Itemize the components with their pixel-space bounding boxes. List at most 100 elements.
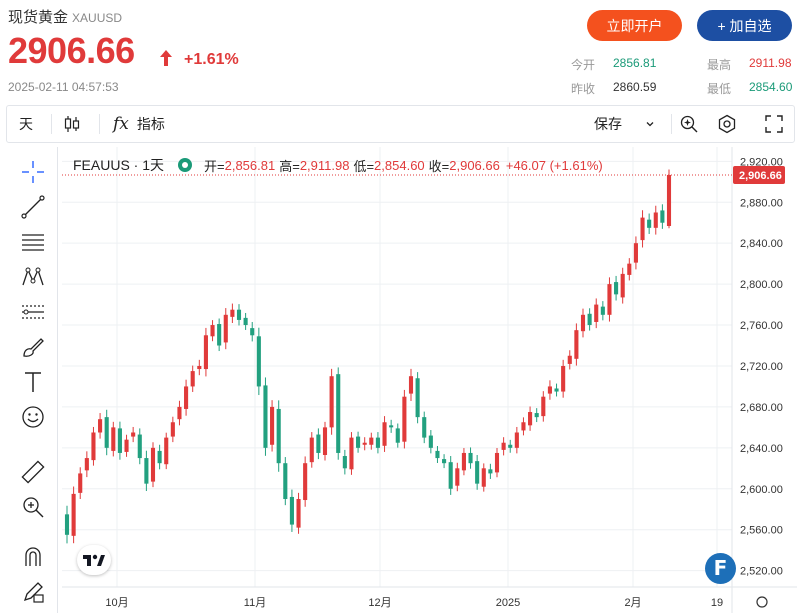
open-value: 2856.81 (613, 56, 657, 70)
legend-high-value: 2,911.98 (299, 157, 350, 173)
save-button[interactable]: 保存 (594, 106, 656, 142)
last-price-label: 2,906.66 (739, 170, 782, 182)
quick-search-button[interactable] (679, 106, 699, 142)
pattern-icon[interactable] (20, 264, 46, 290)
price-chart[interactable]: 2,920.00 2,880.00 2,840.00 2,800.00 2,760.00… (62, 147, 797, 613)
candle-style-button[interactable] (63, 106, 81, 142)
candle-body (541, 396, 546, 417)
candle-body (428, 435, 433, 448)
candle-body (150, 447, 156, 482)
candle-body (554, 388, 559, 392)
candle-body (547, 386, 552, 394)
drawing-tools-sidebar (6, 147, 58, 613)
magnet-icon[interactable] (20, 544, 46, 570)
candle-body (217, 324, 222, 346)
x-tick-label: 12月 (368, 597, 391, 609)
candle-body (508, 444, 513, 448)
y-tick-label: 2,880.00 (740, 197, 783, 209)
legend-open-value: 2,856.81 (224, 157, 276, 173)
prev-close-value: 2860.59 (613, 80, 657, 94)
candle-body (382, 422, 387, 446)
fullscreen-icon (765, 115, 783, 133)
y-tick-label: 2,560.00 (740, 525, 783, 537)
candle-body (415, 378, 420, 418)
toolbar-divider (51, 114, 52, 134)
y-tick-label: 2,680.00 (740, 402, 783, 414)
candle-body (309, 437, 314, 463)
candle-body (289, 496, 294, 525)
visibility-eye-icon[interactable] (178, 158, 193, 172)
settings-button[interactable] (717, 106, 737, 142)
brush-icon[interactable] (20, 334, 46, 360)
arrow-up-icon (160, 50, 172, 66)
candle-body (435, 450, 440, 459)
candle-body (349, 437, 354, 470)
y-tick-label: 2,840.00 (740, 238, 783, 250)
candle-body (250, 328, 255, 336)
crosshair-icon[interactable] (20, 159, 46, 185)
candle-body (256, 336, 261, 387)
candle-body (71, 493, 76, 536)
high-value: 2911.98 (749, 56, 792, 70)
candle-body (475, 461, 480, 484)
trendline-icon[interactable] (20, 194, 46, 220)
candle-body (144, 458, 149, 484)
tradingview-logo[interactable] (77, 545, 111, 575)
legend-low-value: 2,854.60 (374, 157, 425, 173)
search-sparkle-icon (680, 115, 698, 133)
candle-body (322, 427, 328, 455)
candle-body (303, 463, 308, 501)
brand-f-logo[interactable]: F (705, 553, 736, 584)
candle-body (190, 371, 195, 387)
legend-close-value: 2,906.66 (449, 157, 500, 173)
indicators-button[interactable]: fx 指标 (113, 106, 165, 142)
indicators-label: 指标 (136, 116, 165, 132)
candle-body (104, 417, 109, 448)
candle-body (627, 263, 632, 275)
candle-body (521, 422, 526, 431)
candle-body (561, 365, 566, 392)
y-tick-label: 2,600.00 (740, 484, 783, 496)
open-label: 今开 (571, 58, 596, 72)
candle-body (177, 406, 182, 420)
x-tick-label: 10月 (105, 597, 128, 609)
candle-body (501, 442, 506, 450)
candle-body (666, 174, 672, 226)
text-icon[interactable] (20, 369, 46, 395)
projection-icon[interactable] (20, 299, 46, 325)
x-tick-label: 2025 (496, 597, 520, 609)
zoom-in-icon[interactable] (20, 494, 46, 520)
lock-pencil-icon[interactable] (20, 579, 46, 605)
candle-body (481, 468, 486, 487)
high-label: 最高 (707, 58, 732, 72)
function-icon: fx (113, 114, 129, 134)
add-watchlist-button[interactable]: + 加自选 (697, 10, 792, 41)
legend-high-label: 高= (279, 158, 300, 174)
y-tick-label: 2,920.00 (740, 156, 783, 168)
candle-body (98, 419, 103, 433)
candle-body (633, 243, 638, 263)
candle-body (402, 396, 407, 442)
x-tick-label: 19 (711, 597, 723, 609)
candle-body (117, 428, 122, 453)
emoji-icon[interactable] (20, 404, 46, 430)
candle-body (660, 210, 665, 223)
candle-body (375, 437, 380, 448)
fib-retracement-icon[interactable] (20, 229, 46, 255)
ruler-icon[interactable] (20, 459, 46, 485)
candle-body (494, 452, 500, 473)
candle-body (210, 325, 215, 337)
y-tick-label: 2,720.00 (740, 361, 783, 373)
candlestick-icon (64, 116, 80, 132)
candle-body (336, 374, 341, 453)
last-price-tag (733, 165, 785, 184)
legend-symbol: FEAUUS · 1天 (73, 157, 165, 173)
open-account-button[interactable]: 立即开户 (587, 10, 682, 41)
y-tick-label: 2,760.00 (740, 320, 783, 332)
candle-body (647, 219, 652, 228)
y-tick-label: 2,520.00 (740, 566, 783, 578)
interval-selector[interactable]: 天 (19, 116, 33, 132)
candle-body (362, 442, 367, 445)
fullscreen-button[interactable] (765, 106, 783, 142)
candle-body (170, 422, 175, 437)
